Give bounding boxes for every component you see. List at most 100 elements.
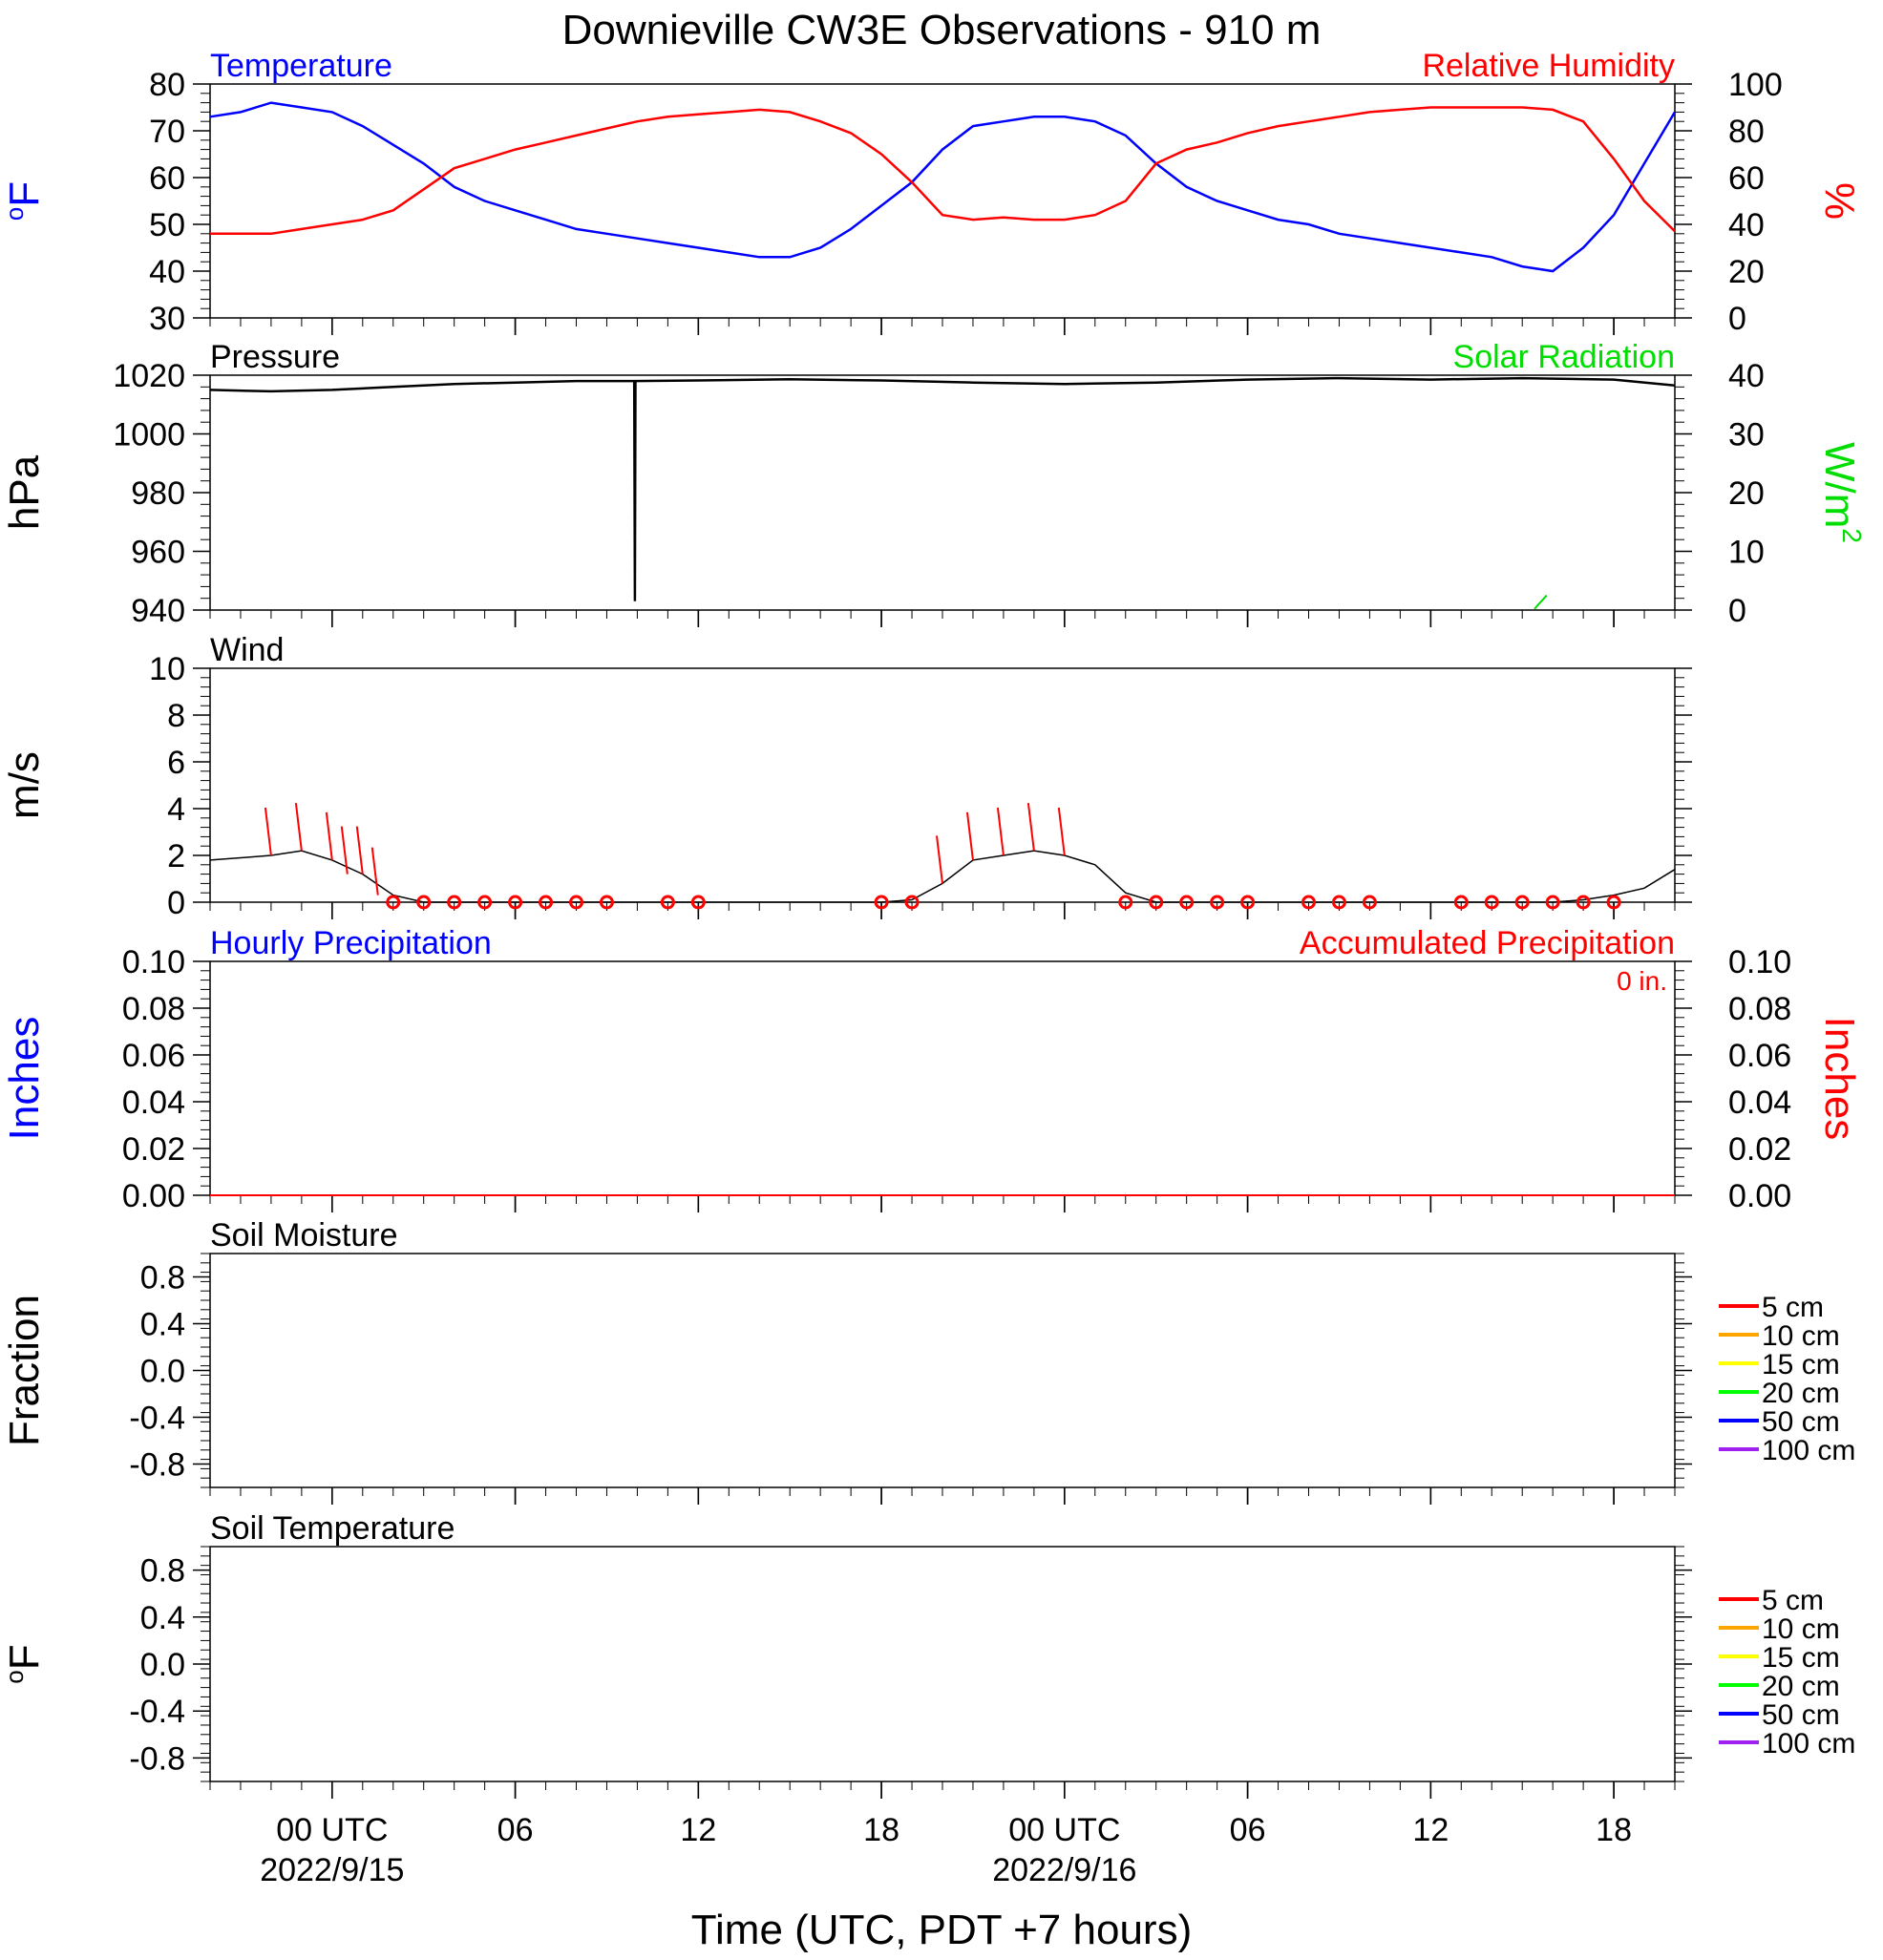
right-tick-label: 0.06 [1728,1038,1791,1074]
left-tick-label: 0.0 [140,1354,185,1390]
right-tick-label: 20 [1728,475,1765,512]
left-tick-label: 0.00 [122,1178,185,1214]
left-tick-label: 0.8 [140,1553,185,1590]
panel-right-title: Accumulated Precipitation [1300,925,1675,961]
x-tick-label: 06 [497,1812,534,1848]
right-unit-label: % [1816,182,1863,220]
calm-marker [660,895,675,910]
right-tick-label: 0 [1728,593,1746,629]
unit-f: F [1,1644,48,1670]
left-tick-label: 60 [149,160,185,197]
wind-barb [936,835,943,884]
humidity-line [210,106,1676,236]
unit-sup: 2 [1837,528,1867,543]
calm-marker [447,895,462,910]
calm-marker [874,895,889,910]
accum-value-label: 0 in. [1617,966,1667,996]
degree-sup: o [0,1670,29,1683]
wind-barb [1057,807,1066,856]
right-tick-label: 0 [1728,301,1746,337]
right-tick-label: 40 [1728,358,1765,394]
x-axis-group: 00 UTC 2022/9/15 06 12 18 00 UTC 2022/9/16 06 12… [260,1812,1632,1888]
legend-label: 100 cm [1762,1728,1855,1760]
left-tick-label: 0.4 [140,1307,185,1343]
right-tick-label: 0.04 [1728,1085,1791,1121]
calm-marker [508,895,523,910]
pressure-line [209,376,1676,601]
right-tick-label: 10 [1728,535,1765,571]
right-tick-label: 0.10 [1728,944,1791,980]
panel-left-title: Temperature [210,48,392,84]
panel-precip: 0.00 0.02 0.04 0.06 0.08 0.10 0.00 0.02 0.04 0.06… [1,925,1863,1214]
unit-f: F [1,181,48,207]
x-tick-label: 00 UTC [276,1812,388,1848]
panel-left-title: Soil Moisture [210,1217,398,1254]
x-tick-label: 12 [1412,1812,1449,1848]
panel-right-title: Solar Radiation [1453,339,1675,375]
panel-right-title: Relative Humidity [1422,48,1675,84]
panel-left-title: Wind [210,632,284,668]
x-tick-date-label: 2022/9/16 [992,1852,1136,1888]
left-tick-label: 70 [149,114,185,150]
right-unit-label: Inches [1816,1017,1863,1141]
legend-label: 20 cm [1762,1378,1840,1409]
right-tick-label: 0.00 [1728,1178,1791,1214]
left-tick-label: 0 [167,885,185,921]
right-tick-label: 80 [1728,114,1765,150]
left-tick-label: -0.8 [129,1740,185,1777]
left-unit-label: Fraction [1,1295,48,1446]
calm-marker [416,895,432,910]
panel-left-title: Hourly Precipitation [210,925,492,961]
right-tick-label: 40 [1728,207,1765,243]
calm-marker [1179,895,1195,910]
left-unit-label: Inches [1,1017,48,1141]
left-tick-label: -0.8 [129,1447,185,1484]
calm-marker [1331,895,1346,910]
left-unit-label: oF [0,1644,48,1683]
solar-line [1534,594,1548,610]
left-tick-label: 0.0 [140,1647,185,1683]
calm-marker [477,895,493,910]
x-tick-date-label: 2022/9/15 [260,1852,404,1888]
left-tick-label: 10 [149,651,185,687]
left-tick-label: 0.10 [122,944,185,980]
wind-barb [264,807,272,856]
calm-marker [1545,895,1560,910]
right-unit-label: W/m2 [1816,442,1867,543]
x-tick-label: 00 UTC [1008,1812,1120,1848]
calm-marker [599,895,614,910]
left-tick-label: 4 [167,791,185,828]
legend-label: 50 cm [1762,1699,1840,1731]
calm-marker [1118,895,1133,910]
calm-marker [539,895,554,910]
temperature-line [209,101,1677,273]
x-axis-title: Time (UTC, PDT +7 hours) [691,1907,1192,1953]
left-unit-label: hPa [1,454,48,530]
left-tick-label: -0.4 [129,1694,185,1730]
calm-marker [1149,895,1164,910]
calm-marker [1514,895,1530,910]
degree-sup: o [0,207,29,221]
left-unit-label: m/s [1,751,48,819]
legend-label: 15 cm [1762,1642,1840,1674]
left-tick-label: 980 [131,475,185,512]
left-tick-label: 30 [149,301,185,337]
left-tick-label: 8 [167,698,185,734]
legend-label: 20 cm [1762,1671,1840,1702]
left-tick-label: -0.4 [129,1401,185,1437]
right-tick-label: 0.02 [1728,1131,1791,1168]
wind-barb [370,847,379,896]
left-tick-label: 0.08 [122,991,185,1027]
calm-marker [904,895,920,910]
left-tick-label: 0.04 [122,1085,185,1121]
legend-label: 15 cm [1762,1349,1840,1380]
left-tick-label: 1020 [113,358,185,394]
x-tick-label: 18 [863,1812,899,1848]
panel-wind: 0 2 4 6 8 10 Wind m/s [1,632,1692,921]
x-tick-label: 12 [680,1812,716,1848]
calm-marker [1301,895,1316,910]
left-tick-label: 0.8 [140,1260,185,1296]
